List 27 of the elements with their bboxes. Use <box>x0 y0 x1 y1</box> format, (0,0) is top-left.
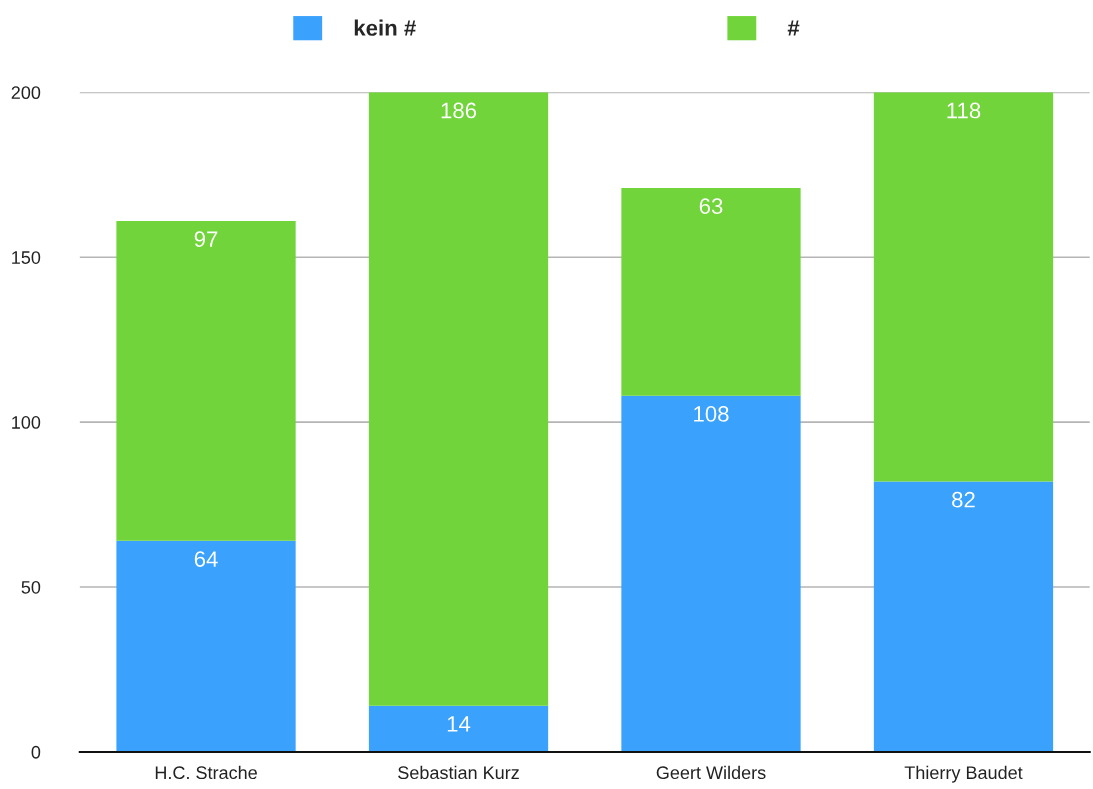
y-tick-label: 150 <box>12 251 41 264</box>
bar <box>873 481 1054 752</box>
bar <box>873 92 1054 482</box>
bar <box>368 705 549 752</box>
y-tick-label: 50 <box>21 580 41 594</box>
data-label: 82 <box>952 491 975 508</box>
x-tick-label: Sebastian Kurz <box>398 765 519 780</box>
legend-label: # <box>787 20 800 36</box>
data-label: 118 <box>947 102 981 119</box>
bar <box>621 187 801 396</box>
y-tick-label: 100 <box>12 416 41 429</box>
x-tick-label: Thierry Baudet <box>904 765 1023 783</box>
bar <box>621 395 801 752</box>
data-label: 64 <box>194 551 218 567</box>
legend-label: kein # <box>354 19 416 36</box>
bar <box>368 92 549 706</box>
bar <box>116 540 296 752</box>
x-tick-label: Geert Wilders <box>656 765 766 780</box>
y-tick-label: 200 <box>11 86 41 100</box>
data-label: 186 <box>441 102 477 119</box>
data-label: 63 <box>699 198 723 214</box>
y-tick-label: 0 <box>31 745 41 759</box>
x-tick-label: H.C. Strache <box>155 765 257 780</box>
data-label: 14 <box>447 716 471 732</box>
data-label: 108 <box>694 406 729 422</box>
data-label: 97 <box>194 231 218 247</box>
bar <box>116 220 296 541</box>
